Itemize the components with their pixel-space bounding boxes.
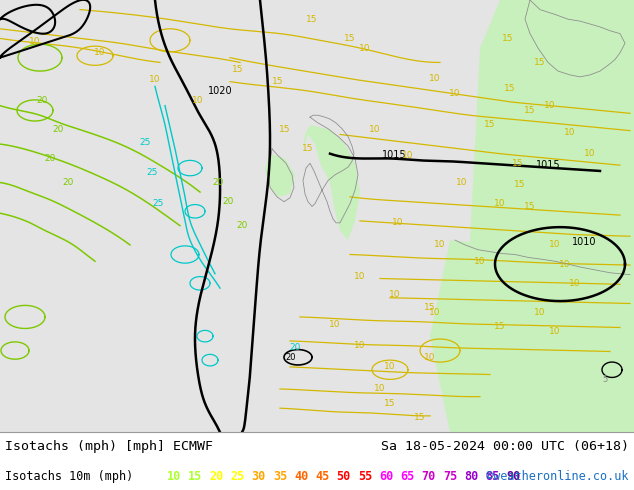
Text: 25: 25: [152, 199, 164, 208]
Text: 10: 10: [474, 257, 486, 266]
Text: Sa 18-05-2024 00:00 UTC (06+18): Sa 18-05-2024 00:00 UTC (06+18): [381, 440, 629, 453]
Text: 10: 10: [192, 97, 204, 105]
Text: 1015: 1015: [382, 149, 406, 160]
Text: 1020: 1020: [208, 86, 233, 96]
Text: 30: 30: [252, 469, 266, 483]
Text: 10: 10: [559, 260, 571, 269]
Text: 80: 80: [464, 469, 478, 483]
Text: 10: 10: [359, 44, 371, 52]
Text: 15: 15: [384, 399, 396, 408]
Text: 20: 20: [286, 353, 296, 362]
Text: 10: 10: [369, 125, 381, 134]
Text: 10: 10: [495, 199, 506, 208]
Text: 1010: 1010: [572, 237, 597, 247]
Text: 15: 15: [302, 145, 314, 153]
Text: 25: 25: [139, 138, 151, 147]
Text: 25: 25: [231, 469, 245, 483]
Text: 10: 10: [389, 291, 401, 299]
Text: 20: 20: [223, 197, 234, 206]
Text: 15: 15: [484, 121, 496, 129]
Text: 15: 15: [502, 34, 514, 43]
Text: 1015: 1015: [536, 160, 560, 170]
Text: 10: 10: [564, 128, 576, 137]
Text: 15: 15: [306, 15, 318, 24]
Text: 10: 10: [429, 308, 441, 317]
Text: 15: 15: [524, 202, 536, 211]
Text: 25: 25: [146, 169, 158, 177]
Polygon shape: [510, 0, 634, 144]
Text: Isotachs (mph) [mph] ECMWF: Isotachs (mph) [mph] ECMWF: [5, 440, 213, 453]
Text: 10: 10: [429, 74, 441, 83]
Text: 5: 5: [602, 375, 607, 384]
Text: 10: 10: [354, 341, 366, 350]
Polygon shape: [470, 0, 634, 432]
Text: 15: 15: [188, 469, 202, 483]
Text: 15: 15: [272, 77, 284, 86]
Text: 15: 15: [424, 303, 436, 312]
Text: 50: 50: [337, 469, 351, 483]
Text: 90: 90: [507, 469, 521, 483]
Text: 20: 20: [53, 125, 63, 134]
Text: 10: 10: [585, 149, 596, 158]
Text: 10: 10: [456, 178, 468, 187]
Polygon shape: [303, 125, 360, 240]
Text: 10: 10: [167, 469, 181, 483]
Text: 10: 10: [384, 363, 396, 371]
Text: 15: 15: [344, 34, 356, 43]
Text: 15: 15: [495, 322, 506, 331]
Text: 20: 20: [36, 97, 48, 105]
Text: 10: 10: [549, 327, 560, 336]
Polygon shape: [265, 154, 295, 197]
Text: 10: 10: [544, 101, 556, 110]
Text: 15: 15: [524, 106, 536, 115]
Text: 15: 15: [512, 159, 524, 168]
Text: 10: 10: [534, 308, 546, 317]
Text: 10: 10: [569, 279, 581, 288]
Text: 10: 10: [424, 353, 436, 362]
Text: 15: 15: [504, 84, 515, 93]
Text: ©weatheronline.co.uk: ©weatheronline.co.uk: [486, 469, 629, 483]
Text: 40: 40: [294, 469, 308, 483]
Text: 15: 15: [279, 125, 291, 134]
Text: Isotachs 10m (mph): Isotachs 10m (mph): [5, 469, 133, 483]
Text: 75: 75: [443, 469, 457, 483]
Text: 10: 10: [149, 75, 161, 84]
Text: 35: 35: [273, 469, 287, 483]
Text: 15: 15: [232, 65, 243, 74]
Text: 20: 20: [289, 343, 301, 352]
Text: 60: 60: [379, 469, 393, 483]
Text: 45: 45: [316, 469, 330, 483]
Text: 10: 10: [402, 151, 414, 160]
Text: 20: 20: [212, 178, 224, 187]
Text: 10: 10: [329, 320, 340, 329]
Text: 10: 10: [450, 89, 461, 98]
Text: 85: 85: [486, 469, 500, 483]
Text: 10: 10: [354, 272, 366, 281]
Text: 15: 15: [414, 413, 426, 422]
Text: 10: 10: [549, 241, 560, 249]
Text: 20: 20: [44, 154, 56, 163]
Polygon shape: [430, 240, 634, 432]
Text: 55: 55: [358, 469, 372, 483]
Text: 10: 10: [374, 385, 385, 393]
Text: 10: 10: [434, 241, 446, 249]
Text: 10: 10: [392, 219, 404, 227]
Text: 15: 15: [534, 58, 546, 67]
Text: 20: 20: [236, 221, 248, 230]
Text: 20: 20: [62, 178, 74, 187]
Text: 10: 10: [29, 37, 41, 46]
Text: 10: 10: [94, 49, 106, 57]
Text: 70: 70: [422, 469, 436, 483]
Text: 15: 15: [514, 180, 526, 189]
Text: 65: 65: [401, 469, 415, 483]
Text: 20: 20: [209, 469, 223, 483]
